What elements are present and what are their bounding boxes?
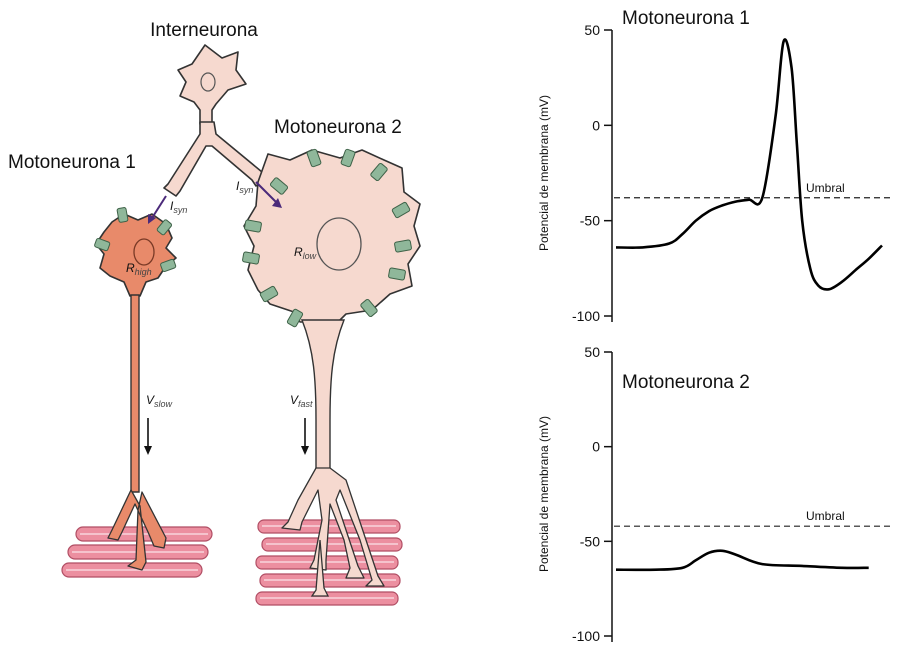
chart-motoneurona-2: Motoneurona 2 50 0 -50 -100 Potencial de memb… xyxy=(537,344,890,644)
membrane-potential-line xyxy=(615,549,869,572)
chart-title: Motoneurona 1 xyxy=(622,8,750,29)
muscle-fibers-2 xyxy=(255,519,403,606)
y-tick-label: 0 xyxy=(592,439,600,455)
isyn-arrow-2 xyxy=(255,181,282,208)
y-axis-label: Potencial de membrana (mV) xyxy=(537,416,551,572)
motoneuron-2-label: Motoneurona 2 xyxy=(274,117,402,138)
threshold-label: Umbral xyxy=(806,509,845,523)
motoneuron-1-label: Motoneurona 1 xyxy=(8,152,136,173)
v-fast-label: Vfast xyxy=(290,393,313,409)
y-tick-label: 50 xyxy=(584,22,600,38)
y-axis-label: Potencial de membrana (mV) xyxy=(537,95,551,251)
isyn-label-2: Isyn xyxy=(236,179,253,195)
r-high-label: Rhigh xyxy=(126,261,152,277)
y-tick-label: -100 xyxy=(572,628,600,644)
r-low-label: Rlow xyxy=(294,245,317,261)
chart-motoneurona-1: Motoneurona 1 50 0 -50 -100 Potencial de memb… xyxy=(537,8,890,324)
v-slow-arrow xyxy=(144,418,152,455)
neuron-diagram: Interneurona Motoneurona 1 Motoneurona 2… xyxy=(8,20,421,606)
y-tick-label: -50 xyxy=(580,213,600,229)
interneuron xyxy=(163,44,267,197)
v-fast-arrow xyxy=(301,418,309,455)
y-tick-label: -100 xyxy=(572,308,600,324)
threshold-label: Umbral xyxy=(806,181,845,195)
chart-title: Motoneurona 2 xyxy=(622,372,750,393)
v-slow-label: Vslow xyxy=(146,393,173,409)
membrane-potential-line xyxy=(615,38,883,291)
y-tick-label: 50 xyxy=(584,344,600,360)
motoneuron-1 xyxy=(94,207,177,571)
isyn-label-1: Isyn xyxy=(170,199,187,215)
interneuron-label: Interneurona xyxy=(150,20,258,41)
y-tick-label: 0 xyxy=(592,117,600,133)
y-tick-label: -50 xyxy=(580,533,600,549)
isyn-arrow-1 xyxy=(148,195,167,224)
motoneuron-2 xyxy=(242,148,421,597)
